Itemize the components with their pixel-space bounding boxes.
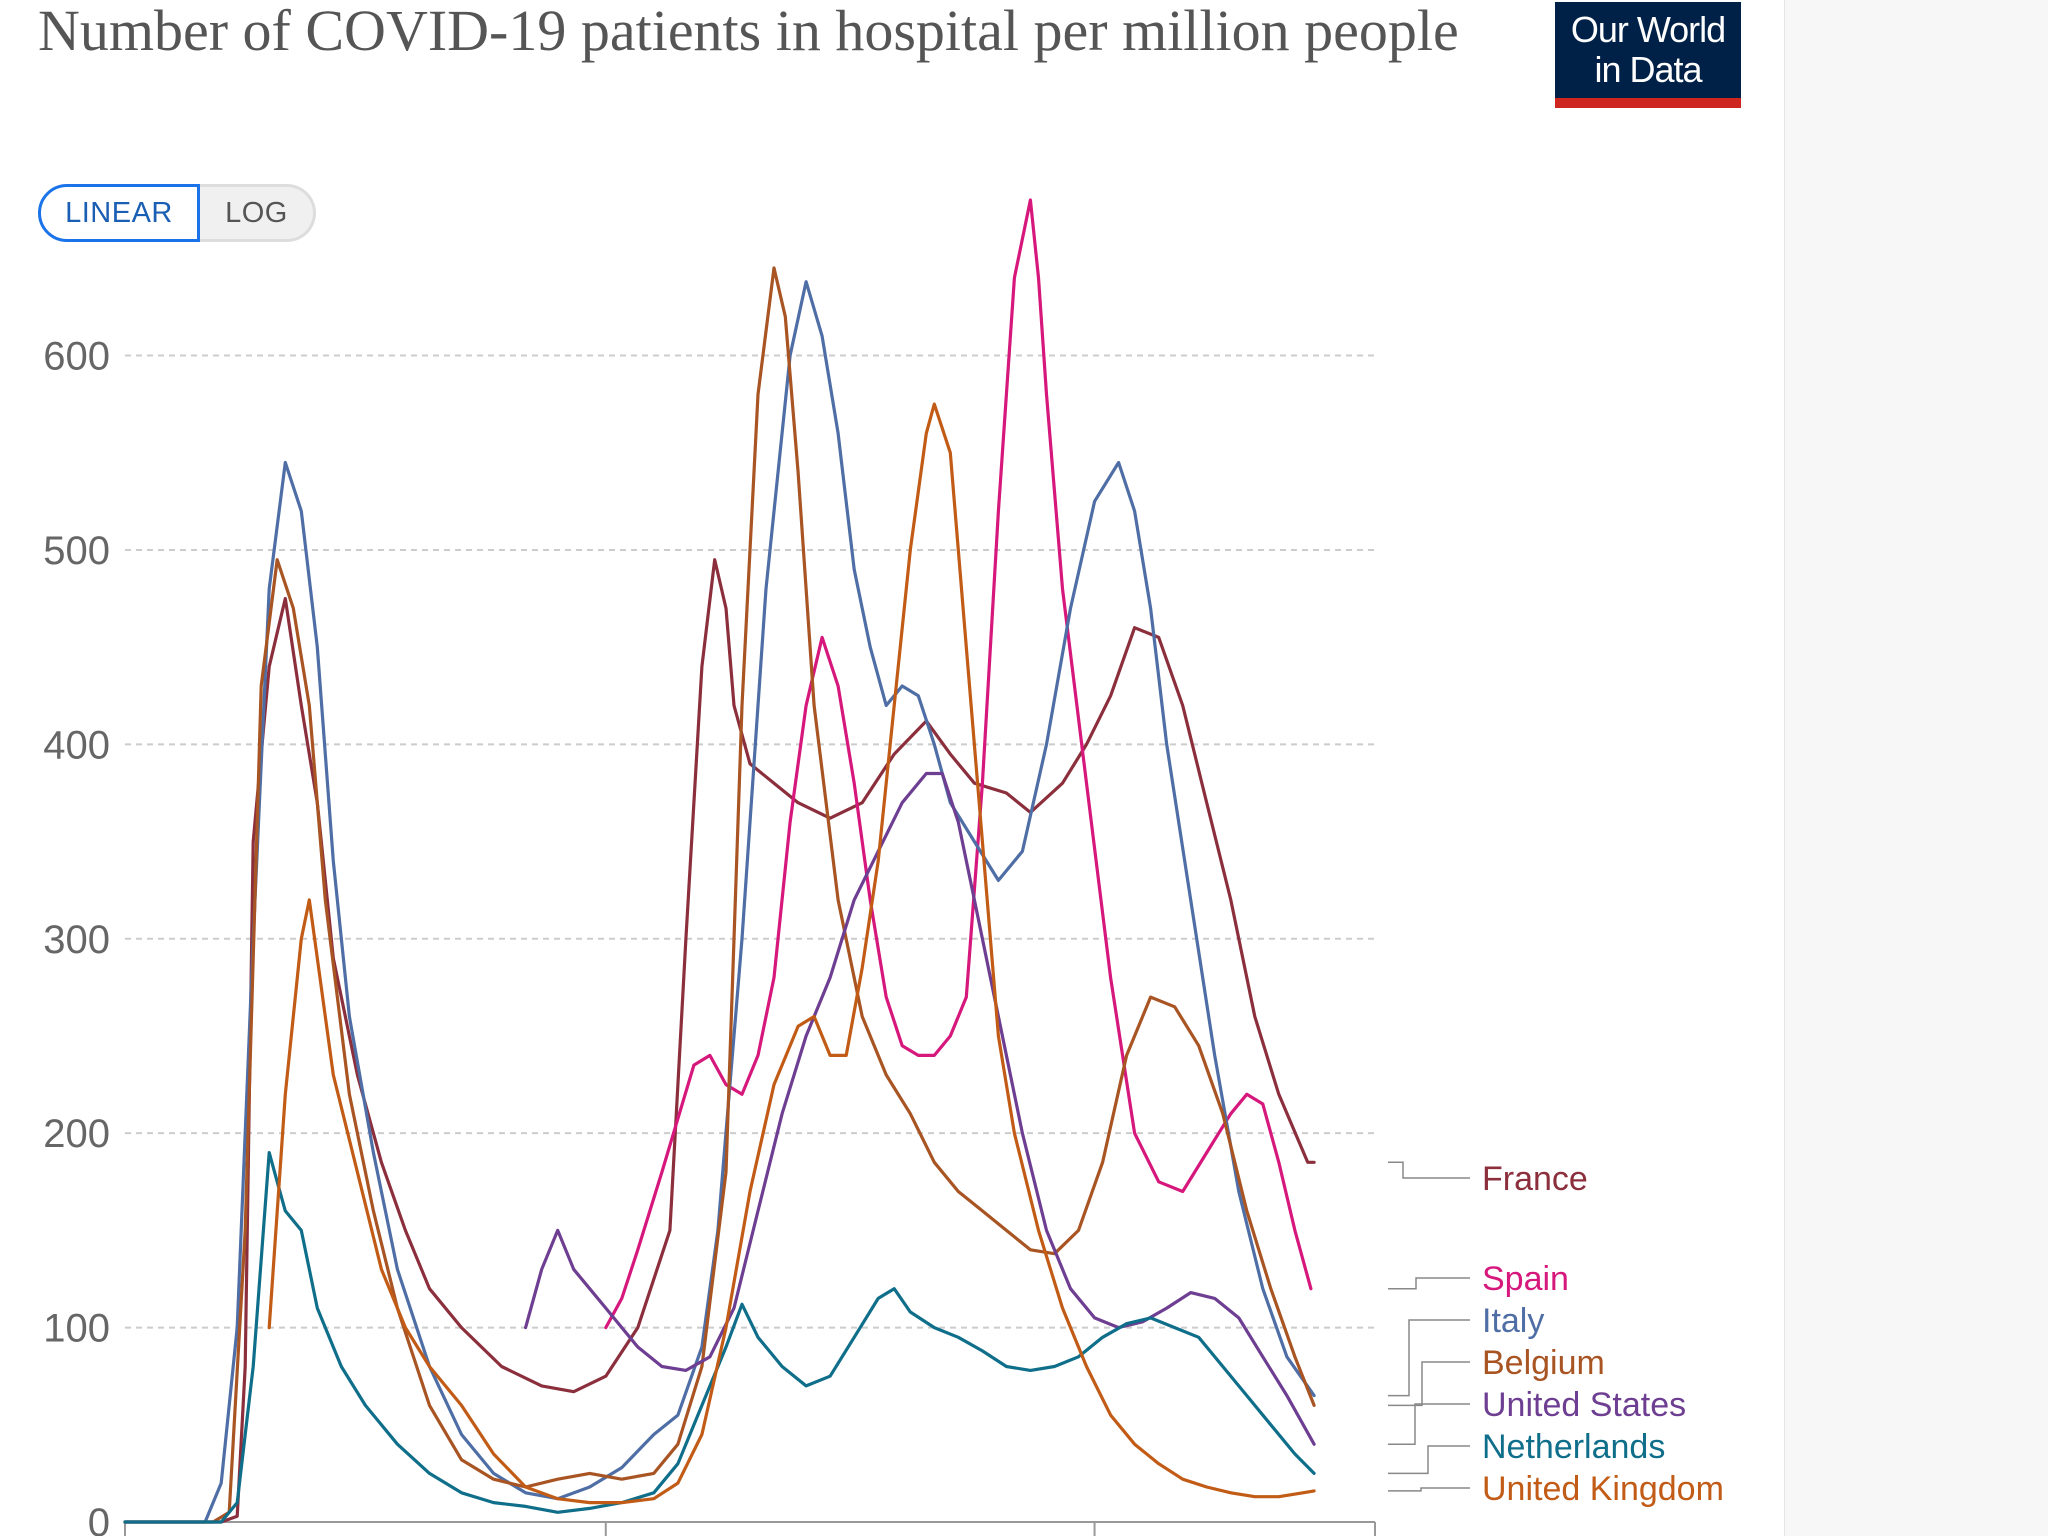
legend-leader-italy (1388, 1319, 1470, 1397)
y-tick-label-400: 400 (43, 723, 110, 767)
y-tick-label-300: 300 (43, 918, 110, 962)
y-tick-label-600: 600 (43, 335, 110, 379)
legend-leader-belgium (1388, 1361, 1470, 1407)
scale-toggle: LINEAR LOG (38, 184, 316, 242)
linear-scale-button[interactable]: LINEAR (38, 184, 200, 242)
legend-label-spain: Spain (1482, 1260, 1569, 1298)
y-tick-label-0: 0 (88, 1501, 110, 1536)
legend-leader-netherlands (1388, 1445, 1470, 1475)
y-tick-label-500: 500 (43, 529, 110, 573)
legend-leader-united-states (1388, 1403, 1470, 1445)
series-line-spain (604, 198, 1313, 1330)
legend-label-united-states: United States (1482, 1386, 1686, 1424)
legend-label-netherlands: Netherlands (1482, 1428, 1665, 1466)
owid-logo-line1: Our World (1570, 9, 1726, 50)
series-line-united-states (524, 771, 1316, 1446)
owid-logo-line2: in Data (1594, 49, 1702, 90)
side-panel (1784, 0, 2048, 1536)
legend-leader-france (1388, 1161, 1470, 1179)
legend-label-belgium: Belgium (1482, 1344, 1605, 1382)
y-tick-label-200: 200 (43, 1112, 110, 1156)
main-panel (0, 0, 1784, 1536)
series-line-united-kingdom (267, 402, 1316, 1505)
legend-label-united-kingdom: United Kingdom (1482, 1470, 1724, 1508)
legend-leader-spain (1388, 1277, 1470, 1290)
series-line-belgium (123, 266, 1316, 1524)
log-scale-button[interactable]: LOG (200, 184, 316, 242)
legend-label-france: France (1482, 1160, 1588, 1198)
legend-label-italy: Italy (1482, 1302, 1544, 1340)
chart-title: Number of COVID-19 patients in hospital … (38, 0, 1459, 63)
series-line-netherlands (123, 1151, 1316, 1524)
series-line-france (123, 558, 1316, 1524)
chart-canvas: 0 100 200 300 400 500 600 France Spain Italy Belgi… (43, 198, 1724, 1536)
legend-leader-united-kingdom (1388, 1487, 1470, 1492)
owid-logo[interactable]: Our World in Data (1555, 2, 1741, 108)
y-tick-label-100: 100 (43, 1307, 110, 1351)
